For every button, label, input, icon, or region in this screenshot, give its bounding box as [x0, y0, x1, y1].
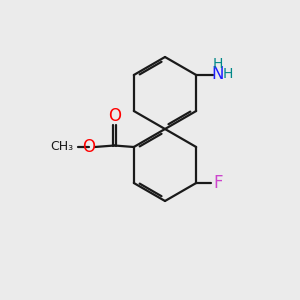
Text: F: F — [213, 174, 223, 192]
Text: N: N — [212, 65, 224, 83]
Text: H: H — [213, 57, 223, 70]
Text: O: O — [82, 138, 95, 156]
Text: O: O — [108, 107, 121, 125]
Text: CH₃: CH₃ — [51, 140, 74, 154]
Text: H: H — [223, 67, 233, 81]
